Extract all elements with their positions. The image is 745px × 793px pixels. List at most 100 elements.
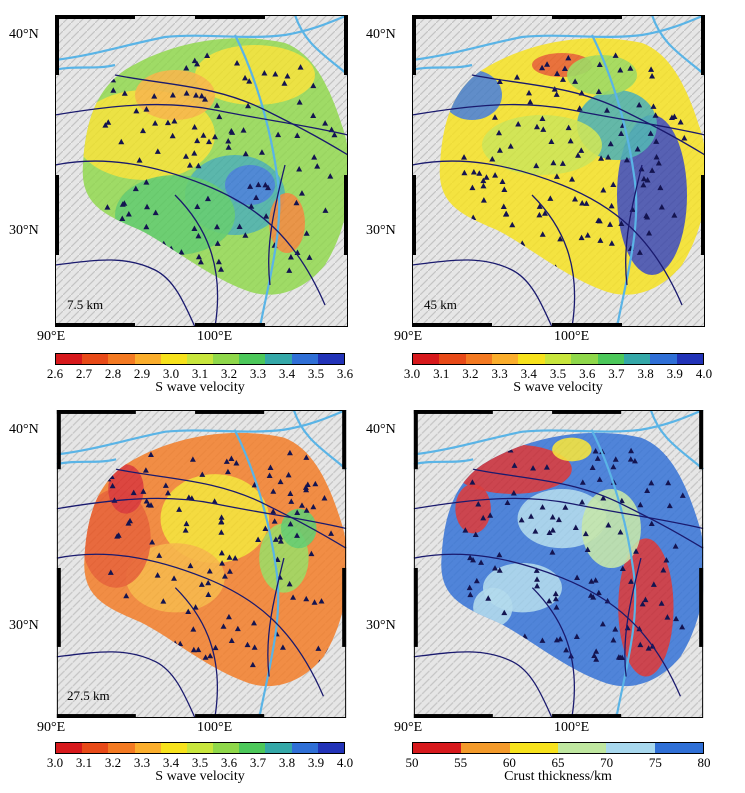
station-marker (571, 195, 578, 202)
colorbar-tick-label: 3.6 (579, 366, 596, 381)
station-marker (248, 203, 255, 209)
station-marker (539, 504, 546, 510)
station-marker (286, 267, 293, 273)
station-marker (649, 73, 656, 79)
colorbar-tick-label: 70 (600, 755, 614, 770)
station-marker (543, 464, 550, 470)
station-marker (559, 160, 566, 166)
station-marker (244, 641, 251, 648)
station-marker (322, 120, 329, 126)
station-marker (277, 538, 284, 544)
station-marker (547, 195, 554, 201)
station-marker (308, 550, 315, 557)
station-marker (643, 212, 650, 219)
station-marker (600, 495, 607, 501)
station-marker (575, 152, 582, 158)
lat-label-40n: 40°N (9, 27, 39, 42)
frame-tick (412, 175, 416, 255)
station-marker (185, 608, 192, 615)
station-marker (610, 181, 617, 187)
station-marker (154, 572, 161, 578)
station-marker (234, 59, 241, 66)
station-marker (549, 549, 556, 555)
station-marker (226, 554, 233, 560)
station-marker (262, 181, 269, 188)
station-marker (194, 60, 201, 67)
frame-tick (699, 410, 704, 470)
fault-line (412, 259, 553, 327)
station-marker (331, 131, 338, 138)
station-marker (195, 253, 202, 260)
station-marker (121, 90, 128, 96)
station-marker (287, 520, 294, 527)
station-marker (191, 150, 198, 156)
frame-tick (55, 15, 59, 75)
colorbar-title: Crust thickness/km (504, 769, 612, 784)
colorbar (412, 742, 704, 754)
colorbar-tick-label: 3.2 (462, 366, 479, 381)
station-marker (294, 509, 301, 515)
station-marker (650, 581, 657, 587)
station-marker (491, 114, 498, 120)
colorbar-segment (56, 354, 83, 364)
station-marker (496, 567, 503, 573)
colorbar-tick-label: 3.1 (75, 755, 93, 770)
station-marker (480, 197, 487, 203)
station-marker (272, 536, 279, 542)
station-marker (672, 543, 679, 549)
station-marker (539, 64, 546, 71)
colorbar-segment (239, 743, 266, 753)
colorbar-segment (291, 354, 319, 364)
station-marker (191, 57, 198, 64)
frame-tick (342, 410, 347, 470)
station-marker (649, 167, 656, 173)
colorbar-segment (108, 354, 136, 364)
station-marker (191, 225, 198, 231)
colorbar-segment (509, 743, 559, 753)
station-marker (214, 240, 221, 246)
station-marker (311, 599, 318, 605)
station-marker (539, 231, 546, 237)
station-marker (553, 91, 560, 97)
fault-line (412, 160, 683, 306)
station-marker (204, 52, 211, 58)
colorbar-segment (558, 743, 607, 753)
fault-line (413, 497, 704, 530)
station-marker (281, 80, 288, 86)
colorbar-segment (108, 743, 136, 753)
station-marker (658, 204, 665, 210)
station-marker (270, 508, 277, 514)
station-marker (470, 556, 476, 563)
station-marker (653, 138, 660, 144)
station-marker (511, 462, 518, 468)
station-marker (550, 159, 557, 166)
frame-tick (55, 323, 135, 327)
station-marker (195, 646, 202, 653)
station-marker (539, 637, 546, 643)
frame-tick (55, 175, 59, 255)
station-marker (171, 575, 177, 581)
colorbar-tick-label: 3.4 (162, 755, 180, 770)
river-line (292, 410, 347, 471)
fault-line (55, 259, 196, 327)
station-marker (509, 221, 516, 228)
station-marker (297, 64, 304, 70)
colorbar-tick-label: 3.9 (307, 755, 325, 770)
station-marker (530, 465, 537, 471)
river-line (56, 410, 347, 456)
station-marker (207, 652, 214, 659)
map-canvas (413, 410, 704, 718)
station-marker (507, 143, 514, 149)
station-marker (480, 177, 487, 184)
station-marker (666, 502, 673, 509)
colorbar-segment (518, 354, 546, 364)
station-marker (485, 595, 492, 601)
station-marker (327, 173, 334, 179)
station-marker (574, 574, 581, 580)
fault-line (531, 194, 576, 327)
station-marker (178, 249, 185, 255)
station-marker (572, 78, 579, 84)
station-marker (104, 204, 111, 210)
colorbar-tick-label: 3.7 (249, 755, 267, 770)
station-marker (118, 138, 125, 145)
